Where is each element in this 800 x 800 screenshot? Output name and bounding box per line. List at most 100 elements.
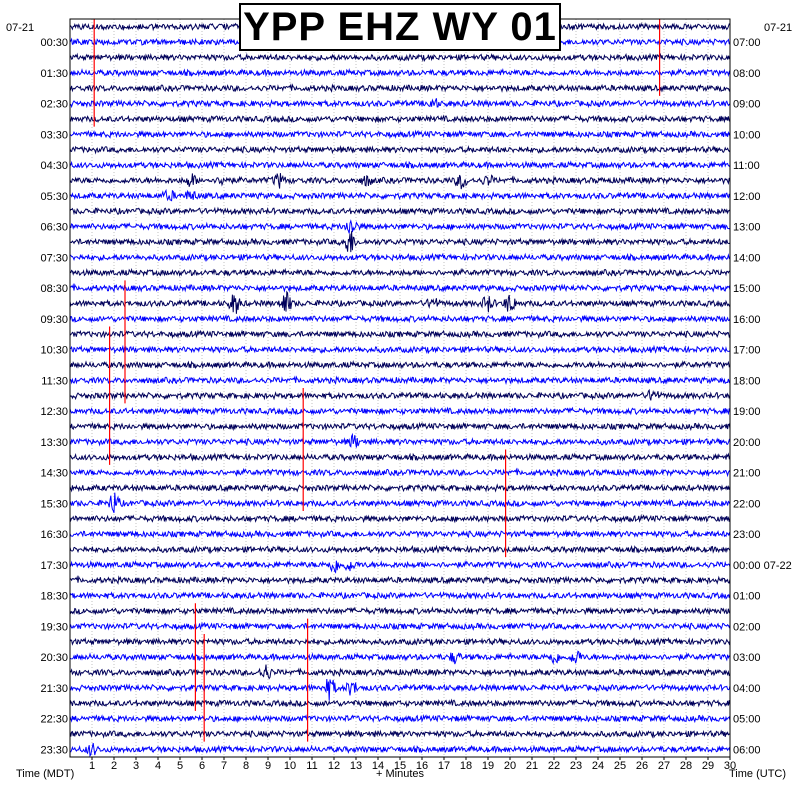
y-axis-tick-labels: 00:30 01:30 02:30 03:30 04:30 05:30 06:30 07:30… xyxy=(40,37,791,756)
x-tick-label-15: 15 xyxy=(394,760,406,772)
x-tick-label-18: 18 xyxy=(460,760,472,772)
right-tick-label: 12:00 xyxy=(733,191,761,203)
chart-title: YPP EHZ WY 01 xyxy=(243,5,557,49)
left-date-label: 07-21 xyxy=(6,22,35,34)
right-tick-label: 00:00 07-22 xyxy=(733,560,792,572)
right-tick-label: 11:00 xyxy=(733,160,760,172)
trace-line-43 xyxy=(69,678,731,701)
trace-line-45 xyxy=(69,713,731,724)
left-tick-label: 08:30 xyxy=(40,283,68,295)
trace-line-32 xyxy=(69,513,731,524)
right-tick-label: 17:00 xyxy=(733,345,761,357)
trace-line-3 xyxy=(69,67,731,78)
trace-line-14 xyxy=(69,231,731,253)
x-tick-label-19: 19 xyxy=(482,760,494,772)
left-tick-label: 16:30 xyxy=(40,529,68,541)
left-tick-label: 00:30 xyxy=(40,37,68,49)
trace-line-17 xyxy=(69,283,731,293)
x-axis-label: + Minutes xyxy=(376,768,424,780)
x-tick-label-24: 24 xyxy=(592,760,604,772)
trace-line-40 xyxy=(69,636,731,647)
right-tick-label: 04:00 xyxy=(733,683,761,695)
x-tick-label-11: 11 xyxy=(306,760,317,772)
x-tick-label-5: 5 xyxy=(177,760,183,772)
left-tick-label: 09:30 xyxy=(40,314,68,326)
left-tick-label: 12:30 xyxy=(40,406,68,418)
x-tick-label-13: 13 xyxy=(350,760,362,772)
left-tick-label: 07:30 xyxy=(40,252,68,264)
left-tick-label: 01:30 xyxy=(40,68,68,80)
right-tick-label: 03:00 xyxy=(733,652,761,664)
left-tick-label: 04:30 xyxy=(40,160,68,172)
x-tick-label-29: 29 xyxy=(702,760,714,772)
x-tick-label-3: 3 xyxy=(133,760,139,772)
trace-line-29 xyxy=(69,467,731,478)
right-tick-label: 22:00 xyxy=(733,498,761,510)
right-tick-label: 01:00 xyxy=(733,591,761,603)
trace-line-10 xyxy=(69,173,731,190)
x-tick-label-9: 9 xyxy=(265,760,271,772)
x-tick-label-26: 26 xyxy=(636,760,648,772)
trace-line-9 xyxy=(69,160,731,170)
x-tick-label-30: 30 xyxy=(724,760,736,772)
trace-line-20 xyxy=(69,329,731,340)
right-tick-label: 09:00 xyxy=(733,99,761,111)
left-tick-label: 17:30 xyxy=(40,560,68,572)
right-tick-label: 06:00 xyxy=(733,744,761,756)
right-tick-label: 19:00 xyxy=(733,406,761,418)
left-tick-label: 22:30 xyxy=(40,714,68,726)
trace-line-42 xyxy=(69,664,731,680)
left-tick-label: 02:30 xyxy=(40,99,68,111)
x-tick-label-20: 20 xyxy=(504,760,516,772)
trace-line-25 xyxy=(69,406,731,416)
right-tick-label: 16:00 xyxy=(733,314,761,326)
right-tick-label: 05:00 xyxy=(733,714,761,726)
trace-line-39 xyxy=(69,621,731,632)
trace-line-24 xyxy=(69,388,731,401)
x-tick-label-1: 1 xyxy=(89,760,95,772)
trace-line-15 xyxy=(69,252,731,262)
trace-line-19 xyxy=(69,313,731,324)
trace-line-37 xyxy=(69,590,731,601)
x-tick-label-4: 4 xyxy=(155,760,161,772)
left-tick-label: 13:30 xyxy=(40,437,68,449)
pick-markers xyxy=(93,19,661,742)
left-tick-label: 19:30 xyxy=(40,621,68,633)
x-tick-label-10: 10 xyxy=(284,760,296,772)
right-axis-label: Time (UTC) xyxy=(729,768,787,780)
trace-line-28 xyxy=(69,452,731,462)
right-date-label: 07-21 xyxy=(764,22,793,34)
trace-line-35 xyxy=(69,559,731,574)
trace-line-27 xyxy=(69,432,731,448)
trace-line-23 xyxy=(69,375,731,386)
trace-line-11 xyxy=(69,188,731,202)
trace-line-13 xyxy=(69,219,731,234)
x-tick-label-28: 28 xyxy=(680,760,692,772)
left-tick-label: 23:30 xyxy=(40,744,68,756)
x-tick-label-22: 22 xyxy=(548,760,560,772)
seismic-traces xyxy=(69,22,731,758)
left-axis-label: Time (MDT) xyxy=(16,768,75,780)
x-tick-label-25: 25 xyxy=(614,760,626,772)
chart-title-box: YPP EHZ WY 01 xyxy=(239,3,561,51)
trace-line-21 xyxy=(69,344,731,355)
left-tick-label: 14:30 xyxy=(40,468,68,480)
trace-line-16 xyxy=(69,267,731,278)
x-tick-label-21: 21 xyxy=(526,760,538,772)
trace-line-12 xyxy=(69,206,731,216)
trace-line-18 xyxy=(69,290,731,314)
right-tick-label: 21:00 xyxy=(733,468,761,480)
x-tick-label-6: 6 xyxy=(199,760,205,772)
left-tick-label: 18:30 xyxy=(40,591,68,603)
right-tick-label: 13:00 xyxy=(733,222,761,234)
right-tick-label: 07:00 xyxy=(733,37,761,49)
right-tick-label: 20:00 xyxy=(733,437,761,449)
right-tick-label: 18:00 xyxy=(733,375,761,387)
trace-line-2 xyxy=(69,52,731,63)
right-tick-label: 23:00 xyxy=(733,529,761,541)
trace-line-31 xyxy=(69,492,731,513)
left-tick-label: 06:30 xyxy=(40,222,68,234)
trace-line-46 xyxy=(69,729,731,739)
x-tick-label-27: 27 xyxy=(658,760,670,772)
